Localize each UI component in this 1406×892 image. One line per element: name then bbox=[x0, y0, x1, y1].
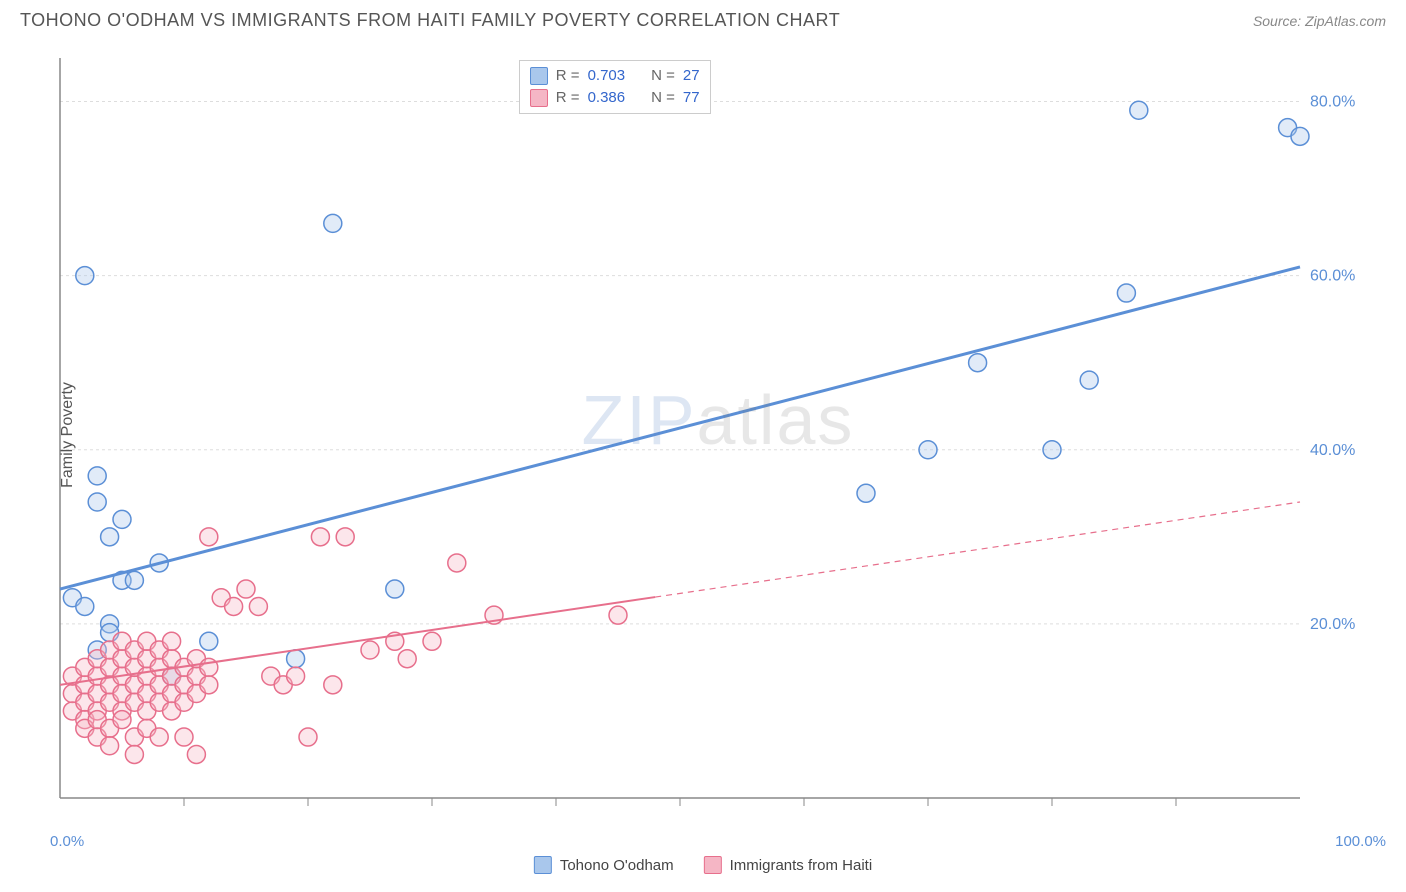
source-attribution: Source: ZipAtlas.com bbox=[1253, 13, 1386, 29]
legend-row: R = 0.386 N = 77 bbox=[530, 87, 700, 109]
correlation-legend: R = 0.703 N = 27 R = 0.386 N = 77 bbox=[519, 60, 711, 114]
r-value: 0.386 bbox=[588, 87, 626, 109]
x-axis-min-label: 0.0% bbox=[50, 833, 84, 850]
series-legend: Tohono O'odham Immigrants from Haiti bbox=[534, 856, 872, 874]
legend-swatch bbox=[530, 67, 548, 85]
svg-text:40.0%: 40.0% bbox=[1310, 442, 1355, 459]
y-axis-label: Family Poverty bbox=[59, 382, 77, 488]
chart-area: Family Poverty 20.0%40.0%60.0%80.0% ZIPa… bbox=[50, 48, 1386, 822]
x-axis-max-label: 100.0% bbox=[1335, 833, 1386, 850]
legend-label: Tohono O'odham bbox=[560, 857, 674, 874]
r-value: 0.703 bbox=[588, 65, 626, 87]
n-label: N = bbox=[651, 87, 675, 109]
x-axis-end-labels: 0.0% 100.0% bbox=[50, 833, 1386, 850]
legend-swatch bbox=[530, 89, 548, 107]
n-value: 77 bbox=[683, 87, 700, 109]
legend-item: Tohono O'odham bbox=[534, 856, 674, 874]
n-value: 27 bbox=[683, 65, 700, 87]
r-label: R = bbox=[556, 65, 580, 87]
r-label: R = bbox=[556, 87, 580, 109]
legend-swatch bbox=[534, 856, 552, 874]
svg-text:60.0%: 60.0% bbox=[1310, 268, 1355, 285]
scatter-chart-svg: 20.0% 40.0% 60.0% 80.0% bbox=[50, 48, 1370, 818]
svg-text:80.0%: 80.0% bbox=[1310, 94, 1355, 111]
n-label: N = bbox=[651, 65, 675, 87]
legend-label: Immigrants from Haiti bbox=[730, 857, 873, 874]
legend-item: Immigrants from Haiti bbox=[704, 856, 873, 874]
legend-swatch bbox=[704, 856, 722, 874]
legend-row: R = 0.703 N = 27 bbox=[530, 65, 700, 87]
chart-title: TOHONO O'ODHAM VS IMMIGRANTS FROM HAITI … bbox=[20, 10, 840, 31]
svg-text:20.0%: 20.0% bbox=[1310, 616, 1355, 633]
